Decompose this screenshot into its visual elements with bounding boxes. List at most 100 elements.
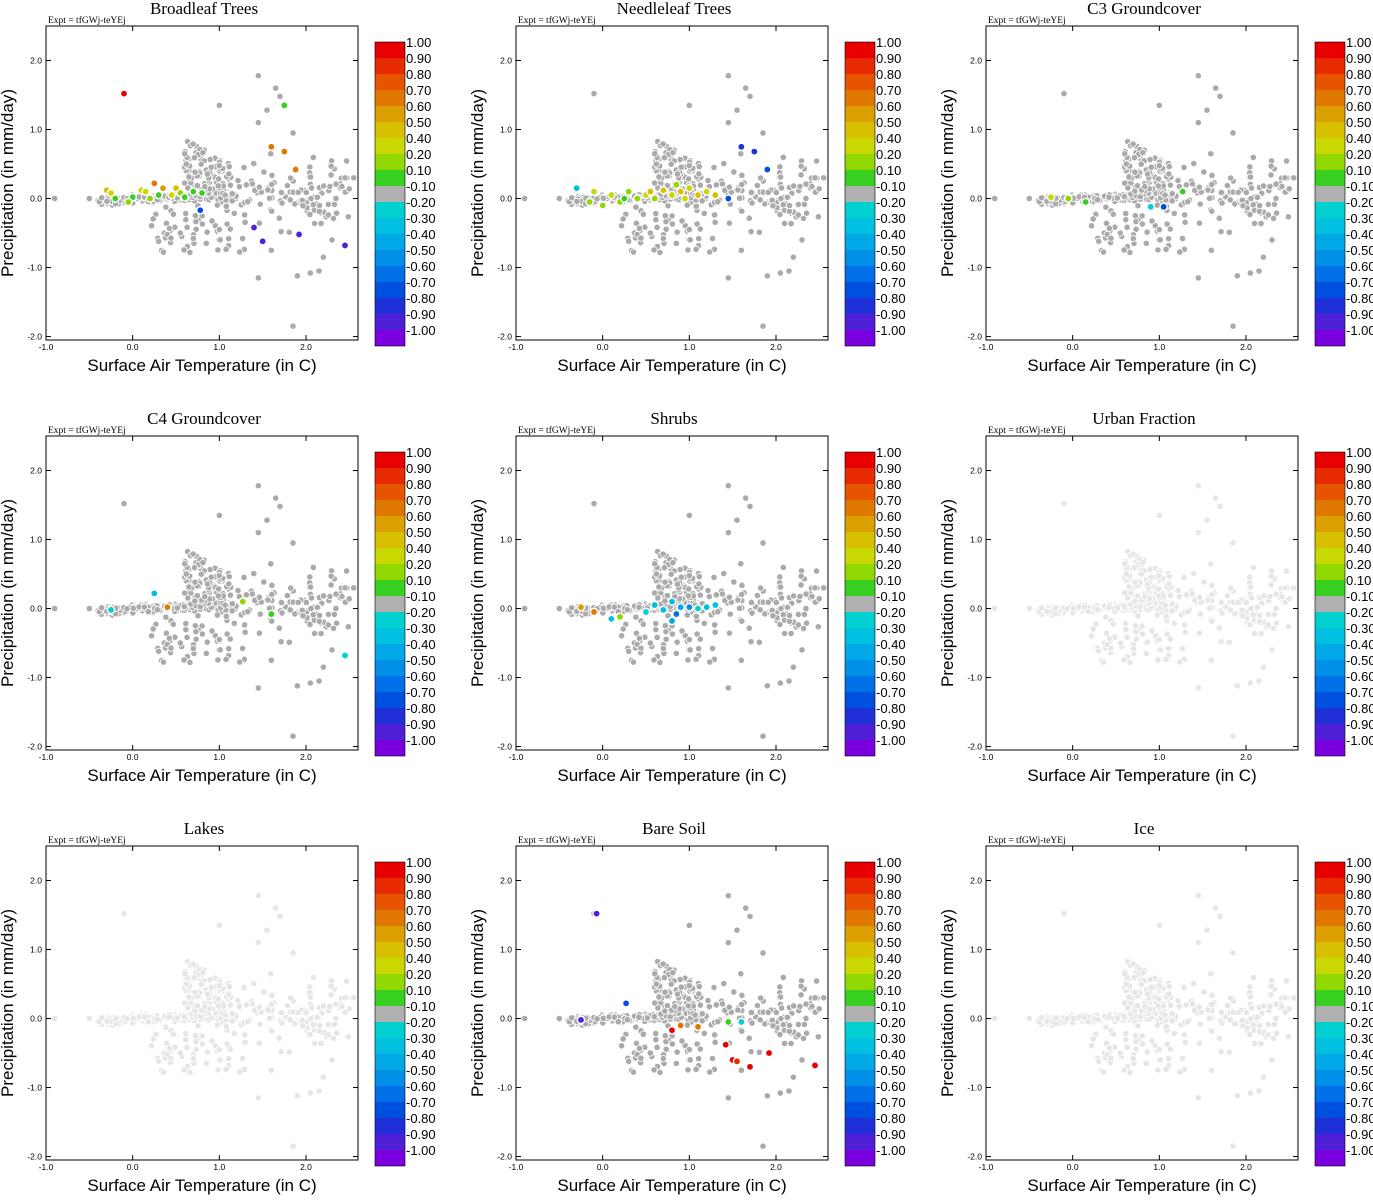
colorbar-label: 0.40 <box>1346 541 1371 556</box>
scatter-point <box>684 246 692 254</box>
scatter-point <box>1205 604 1214 612</box>
scatter-point <box>1122 160 1130 168</box>
scatter-point <box>181 560 189 568</box>
colorbar-label: -0.30 <box>876 211 906 226</box>
scatter-point <box>159 1068 168 1076</box>
scatter-point <box>652 160 660 168</box>
colorbar-swatch <box>845 330 875 346</box>
scatter-point <box>1155 572 1163 580</box>
colorbar-label: 0.40 <box>1346 131 1371 146</box>
scatter-point <box>293 682 301 690</box>
colorbar-swatch <box>375 202 405 218</box>
colorbar-label: 0.20 <box>1346 147 1371 162</box>
colorbar-swatch <box>845 42 875 58</box>
colorbar-swatch <box>375 1118 405 1134</box>
scatter-point-colored <box>641 607 651 617</box>
colorbar-label: -0.30 <box>406 1031 436 1046</box>
scatter-point <box>1212 494 1220 502</box>
scatter-point <box>815 185 823 193</box>
colorbar-swatch <box>845 250 875 266</box>
colorbar-label: 0.60 <box>1346 99 1371 114</box>
scatter-point-colored <box>119 89 129 98</box>
scatter-point <box>734 596 742 604</box>
scatter-point <box>1122 626 1130 634</box>
colorbar-label: 0.40 <box>406 131 431 146</box>
scatter-point <box>186 248 194 257</box>
scatter-point <box>167 234 175 242</box>
scatter-point <box>241 1038 249 1046</box>
scatter-point <box>324 1020 332 1029</box>
scatter-point <box>329 624 338 633</box>
scatter-point <box>1174 586 1182 595</box>
scatter-point <box>764 188 772 196</box>
scatter-point <box>1255 267 1263 275</box>
scatter-point <box>738 207 746 215</box>
scatter-point <box>1249 153 1257 162</box>
scatter-point <box>189 960 197 968</box>
scatter-point <box>700 619 708 628</box>
colorbar-swatch <box>845 1086 875 1102</box>
scatter-point <box>1175 593 1183 601</box>
scatter-point <box>222 612 230 620</box>
scatter-point <box>315 611 324 620</box>
scatter-point <box>820 174 828 182</box>
colorbar-swatch <box>845 660 875 676</box>
scatter-point <box>678 627 686 635</box>
scatter-point <box>1105 603 1113 611</box>
panel-title: Urban Fraction <box>1092 409 1196 428</box>
scatter-point <box>1194 482 1202 490</box>
x-axis-label: Surface Air Temperature (in C) <box>87 1176 316 1195</box>
scatter-point <box>1285 595 1293 603</box>
scatter-point <box>277 188 285 197</box>
colorbar-label: 0.90 <box>1346 461 1371 476</box>
scatter-point <box>797 572 805 580</box>
scatter-point <box>718 1000 726 1008</box>
scatter-point <box>221 1011 229 1019</box>
panel-title: Lakes <box>184 819 225 838</box>
colorbar-label: -0.20 <box>876 1015 906 1030</box>
colorbar-label: -0.10 <box>1346 589 1373 604</box>
scatter-point <box>593 195 601 203</box>
scatter-point <box>1246 163 1254 171</box>
scatter-point <box>162 1023 170 1031</box>
scatter-point-colored <box>667 597 677 606</box>
scatter-point-colored <box>615 612 625 622</box>
colorbar-label: -0.50 <box>406 243 436 258</box>
panel-title: Bare Soil <box>642 819 706 838</box>
colorbar-label: 0.50 <box>876 115 901 130</box>
scatter-point <box>651 560 659 568</box>
scatter-point <box>1249 563 1257 572</box>
colorbar-label: -0.80 <box>406 701 436 716</box>
y-tick-label: -1.0 <box>497 1083 512 1093</box>
scatter-point <box>268 617 276 625</box>
colorbar-label: -1.00 <box>406 733 436 748</box>
colorbar-swatch <box>845 548 875 564</box>
colorbar-swatch <box>845 282 875 298</box>
scatter-point <box>203 990 212 998</box>
colorbar-swatch <box>375 740 405 756</box>
colorbar-label: 1.00 <box>1346 35 1371 50</box>
scatter-point <box>1060 90 1068 98</box>
scatter-point <box>191 622 199 630</box>
y-tick-label: 1.0 <box>500 125 512 135</box>
colorbar-swatch <box>375 548 405 564</box>
scatter-point <box>85 194 93 203</box>
scatter-point <box>777 594 786 602</box>
scatter-point <box>183 223 191 231</box>
scatter-point <box>189 644 197 653</box>
scatter-point <box>234 586 242 595</box>
scatter-point <box>276 912 284 920</box>
scatter-point-colored <box>680 194 690 203</box>
scatter-point <box>1223 181 1231 190</box>
scatter-point <box>625 647 633 655</box>
colorbar-swatch <box>1315 660 1345 676</box>
scatter-point <box>283 181 291 190</box>
scatter-point <box>693 220 701 228</box>
scatter-point <box>685 982 693 990</box>
colorbar-swatch <box>1315 580 1345 596</box>
scatter-point <box>652 980 660 988</box>
scatter-point <box>228 1010 236 1018</box>
y-axis-label: Precipitation (in mm/day) <box>938 499 957 687</box>
colorbar-label: -1.00 <box>406 323 436 338</box>
